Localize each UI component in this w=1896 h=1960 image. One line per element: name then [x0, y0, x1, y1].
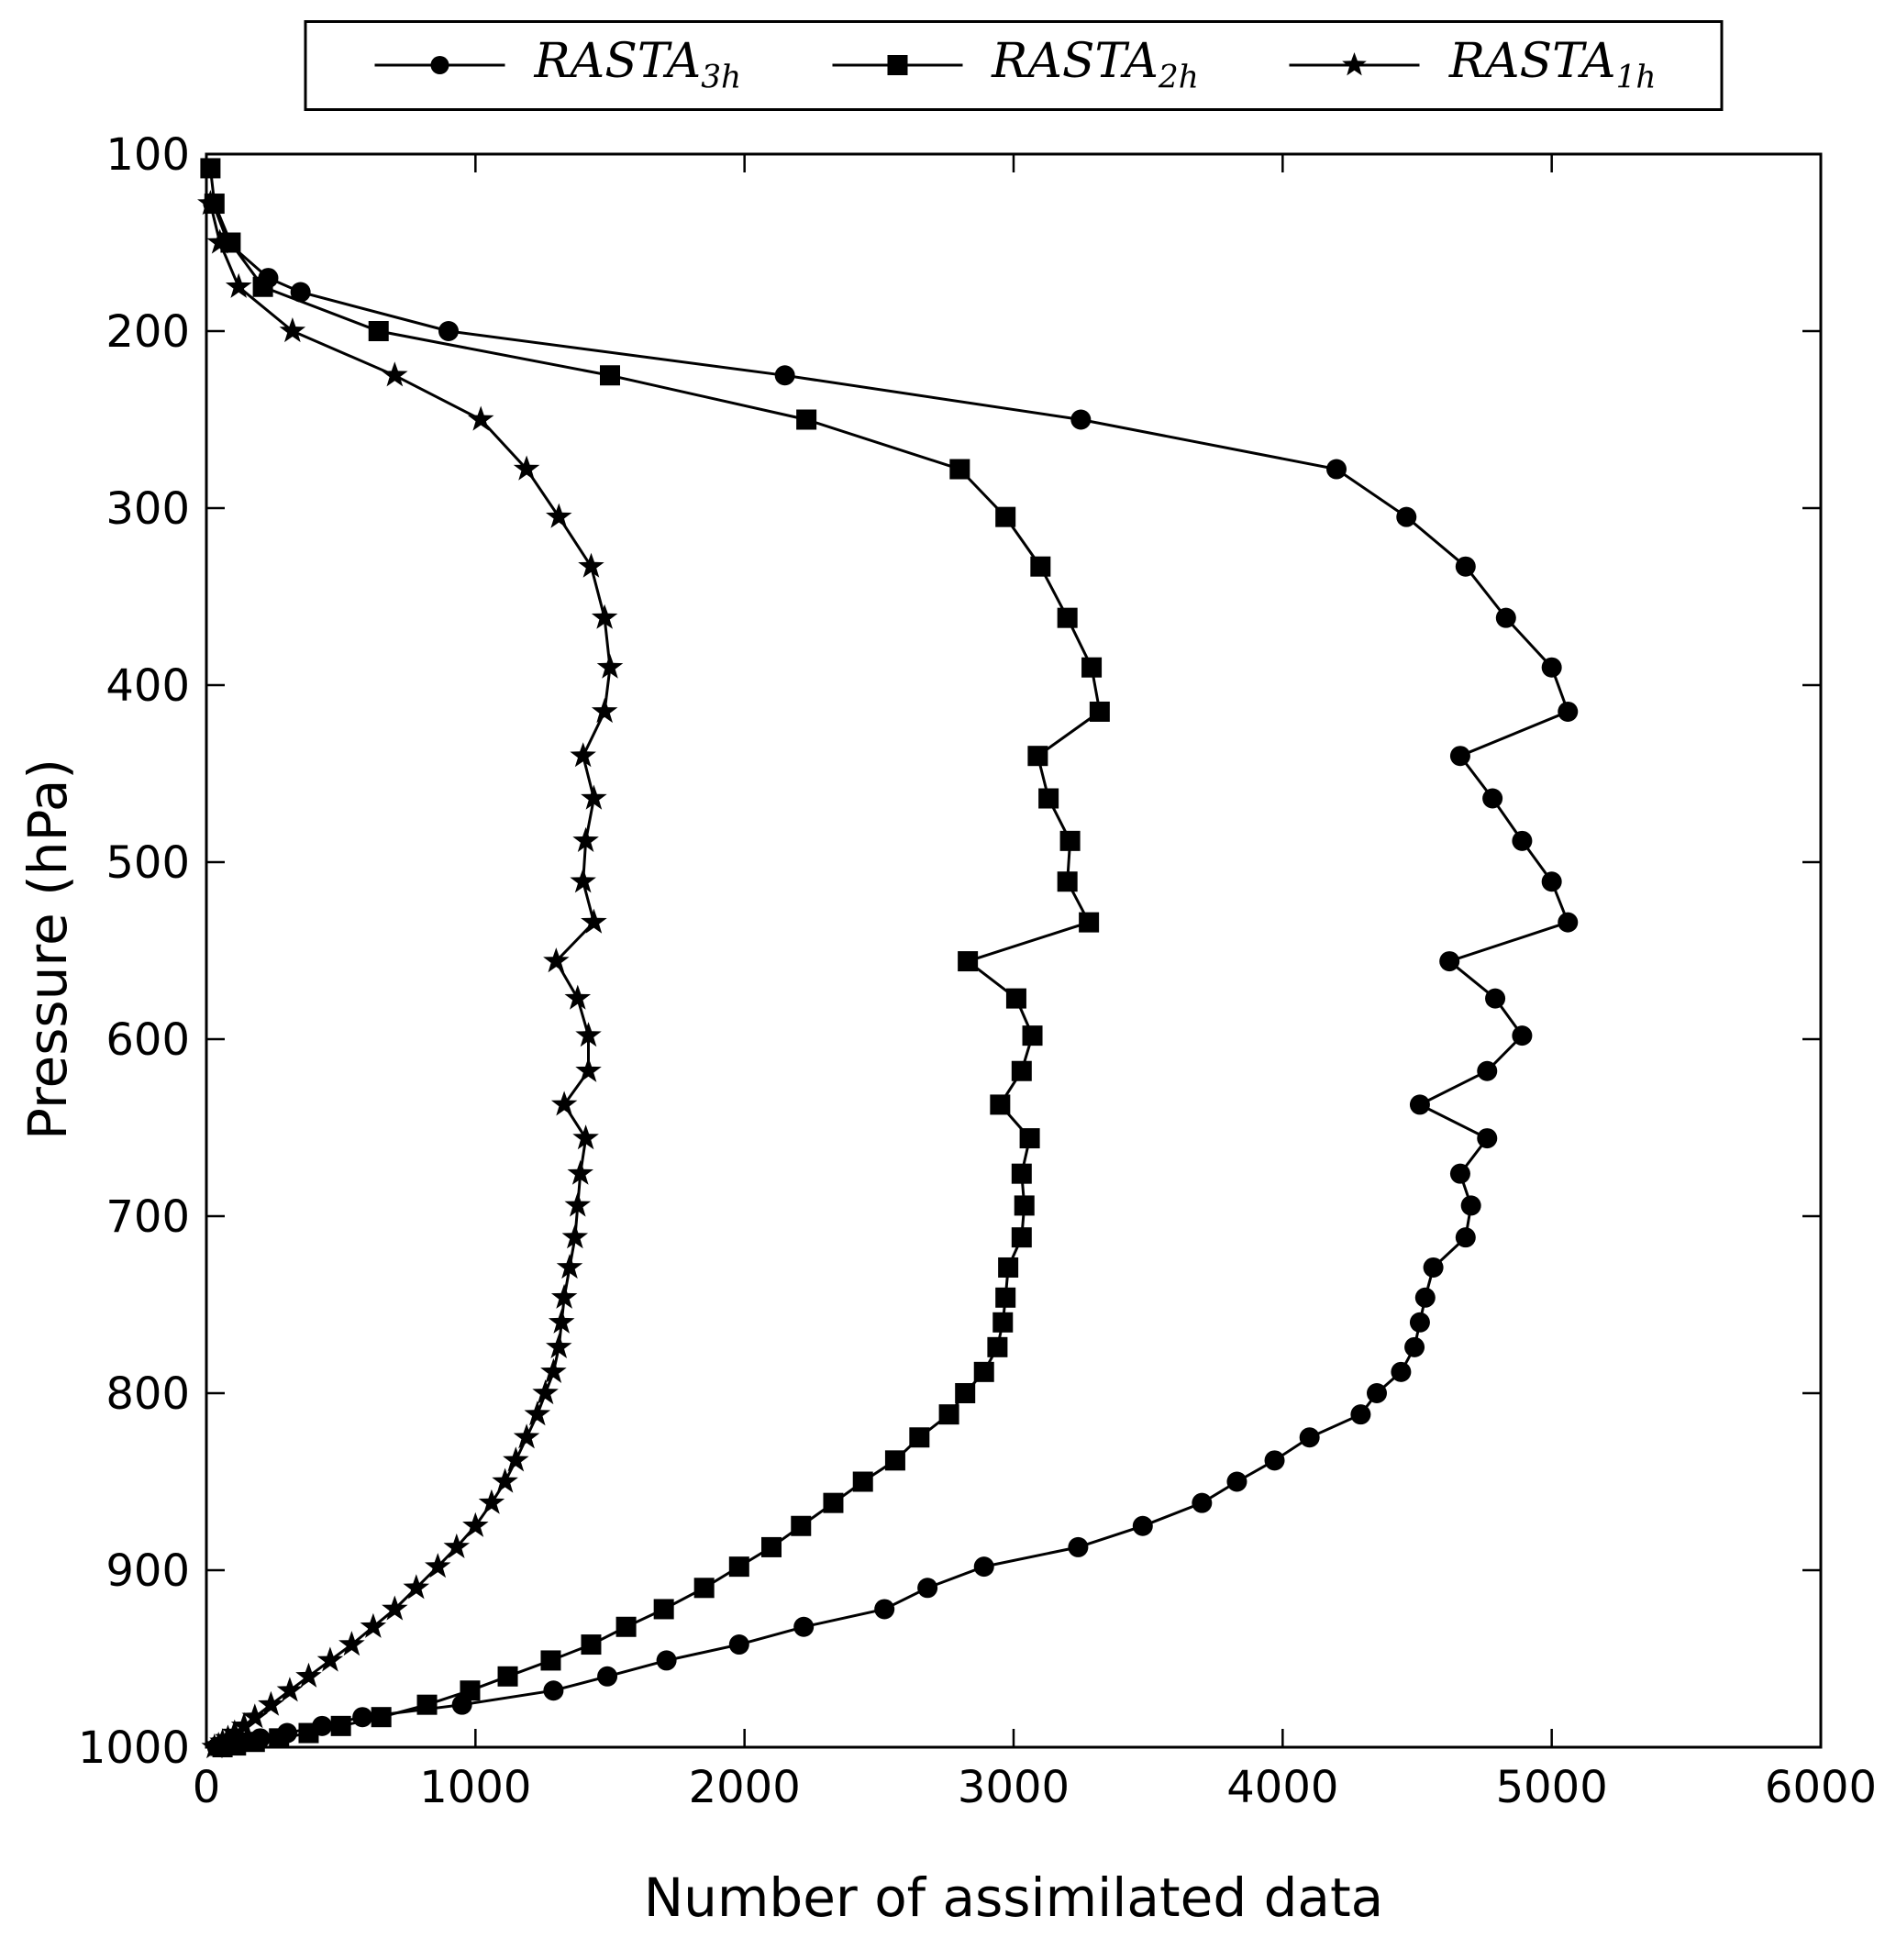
star-marker-icon: [1289, 52, 1420, 76]
legend: RASTA3h RASTA2h RASTA1h: [304, 20, 1724, 111]
svg-text:700: 700: [105, 1191, 190, 1243]
svg-text:2000: 2000: [689, 1762, 801, 1813]
svg-text:0: 0: [193, 1762, 221, 1813]
svg-text:900: 900: [105, 1545, 190, 1597]
svg-text:400: 400: [105, 660, 190, 712]
svg-text:100: 100: [105, 129, 190, 181]
svg-text:3000: 3000: [958, 1762, 1070, 1813]
svg-text:800: 800: [105, 1368, 190, 1420]
svg-text:500: 500: [105, 837, 190, 889]
svg-text:6000: 6000: [1765, 1762, 1877, 1813]
legend-entry-rasta-1h: RASTA1h: [1286, 38, 1657, 94]
svg-text:1000: 1000: [419, 1762, 531, 1813]
svg-text:4000: 4000: [1226, 1762, 1338, 1813]
square-marker-icon: [832, 55, 963, 76]
legend-label: RASTA2h: [992, 34, 1199, 96]
legend-label: RASTA1h: [1448, 34, 1657, 96]
svg-text:600: 600: [105, 1014, 190, 1066]
legend-entry-rasta-3h: RASTA3h: [371, 38, 741, 94]
svg-text:300: 300: [105, 483, 190, 535]
svg-text:1000: 1000: [78, 1722, 190, 1774]
legend-entry-rasta-2h: RASTA2h: [828, 38, 1199, 94]
x-axis-label: Number of assimilated data: [643, 1866, 1384, 1929]
svg-text:200: 200: [105, 306, 190, 358]
circle-marker-icon: [374, 56, 505, 75]
y-axis-label: Pressure (hPa): [17, 758, 79, 1141]
svg-text:5000: 5000: [1496, 1762, 1608, 1813]
legend-label: RASTA3h: [534, 34, 742, 96]
